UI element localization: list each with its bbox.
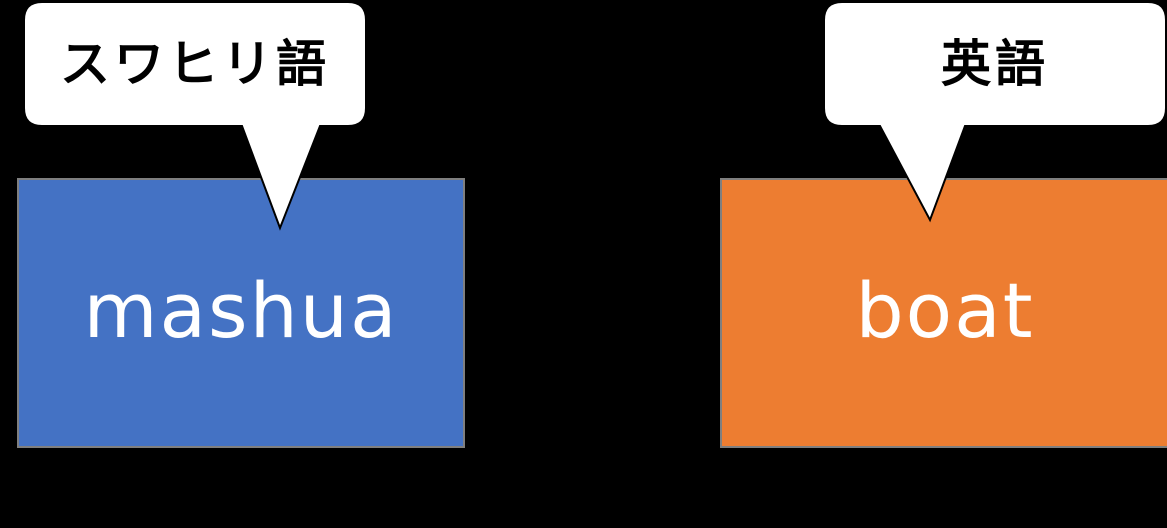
swahili-word: mashua [83, 266, 399, 355]
swahili-word-box: mashua [17, 178, 465, 448]
swahili-language-label: スワヒリ語 [60, 35, 330, 93]
english-callout-bubble [823, 1, 1167, 223]
english-language-label: 英語 [941, 35, 1049, 93]
english-word: boat [855, 266, 1035, 355]
english-word-box: boat [720, 178, 1167, 448]
swahili-callout-bubble [23, 1, 367, 231]
